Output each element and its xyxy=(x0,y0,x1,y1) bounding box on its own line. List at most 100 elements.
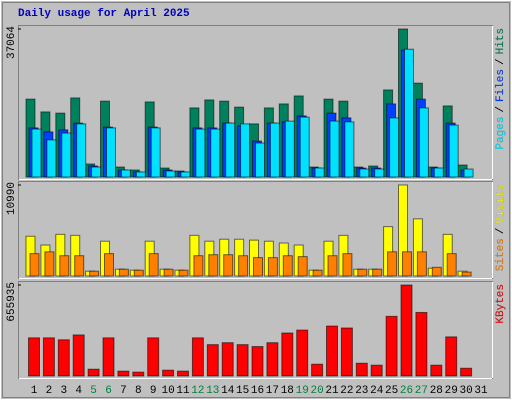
bar xyxy=(221,342,234,377)
bar xyxy=(463,168,474,178)
bar xyxy=(255,142,265,178)
bar xyxy=(370,364,383,377)
bar xyxy=(28,337,40,377)
bar xyxy=(120,169,131,178)
bar xyxy=(251,346,264,377)
bar xyxy=(387,251,398,277)
bar xyxy=(29,253,40,277)
bar xyxy=(44,251,55,277)
bar xyxy=(253,257,263,277)
x-tick-label: 5 xyxy=(90,385,97,397)
legend-separator: / xyxy=(495,58,507,65)
bar xyxy=(418,107,429,178)
bar xyxy=(372,268,383,277)
x-tick-label: 12 xyxy=(191,385,204,397)
legend-entry: Hits xyxy=(495,28,507,54)
bar xyxy=(31,128,42,178)
x-tick-label: 13 xyxy=(206,385,219,397)
bar xyxy=(223,254,234,277)
bar xyxy=(87,368,100,377)
x-tick-label: 23 xyxy=(355,385,368,397)
bar xyxy=(314,167,325,178)
x-tick-label: 17 xyxy=(266,385,279,397)
bar xyxy=(150,127,161,178)
bar xyxy=(238,255,249,277)
bar xyxy=(208,254,219,277)
chart-title: Daily usage for April 2025 xyxy=(18,8,190,20)
x-tick-label: 20 xyxy=(310,385,323,397)
bar xyxy=(416,251,427,277)
bar xyxy=(178,269,189,277)
bar xyxy=(445,336,458,377)
bar xyxy=(106,127,116,178)
x-tick-label: 25 xyxy=(385,385,398,397)
bar xyxy=(415,311,428,377)
x-tick-label: 22 xyxy=(340,385,353,397)
bar xyxy=(236,344,249,377)
legend-entry: Visits xyxy=(495,184,507,224)
x-tick-label: 21 xyxy=(325,385,339,397)
bar xyxy=(42,337,55,377)
bar xyxy=(206,344,219,377)
y-tick-label: 37064 xyxy=(6,26,18,59)
legend-entry: KBytes xyxy=(495,284,507,324)
legend-separator: / xyxy=(495,228,507,235)
bar xyxy=(281,332,294,377)
x-tick-label: 10 xyxy=(161,385,174,397)
bar xyxy=(299,116,310,178)
x-tick-label: 24 xyxy=(370,385,384,397)
bar xyxy=(89,270,100,277)
bar xyxy=(385,315,398,377)
bar xyxy=(357,268,368,277)
legend-entry: Pages xyxy=(495,117,507,150)
x-tick-label: 31 xyxy=(474,385,488,397)
bar xyxy=(193,255,204,277)
bar xyxy=(327,255,338,277)
bar xyxy=(326,325,338,377)
bar xyxy=(282,255,293,277)
legend: KBytes xyxy=(495,284,507,324)
bar xyxy=(135,171,146,178)
bar xyxy=(102,337,115,377)
bar xyxy=(269,122,280,178)
bar xyxy=(133,269,144,277)
bar xyxy=(296,329,309,377)
bar xyxy=(148,253,159,277)
bar xyxy=(91,166,102,178)
bar xyxy=(57,339,70,377)
bar xyxy=(312,269,323,277)
bar xyxy=(180,171,191,178)
x-tick-label: 8 xyxy=(135,385,142,397)
bar xyxy=(389,117,400,178)
x-tick-label: 18 xyxy=(281,385,294,397)
x-tick-label: 27 xyxy=(415,385,428,397)
bar xyxy=(448,124,459,178)
bar xyxy=(355,362,368,377)
x-tick-label: 11 xyxy=(176,385,190,397)
bar xyxy=(342,253,353,277)
legend-entry: Files xyxy=(495,69,507,102)
legend-separator: / xyxy=(495,106,507,113)
bar xyxy=(76,123,87,178)
bar xyxy=(162,369,175,377)
y-tick-label: 10990 xyxy=(6,182,18,215)
bar xyxy=(210,128,221,178)
bar xyxy=(74,255,85,277)
bar xyxy=(266,342,279,377)
bar xyxy=(191,337,204,377)
y-tick-label: 655935 xyxy=(6,282,18,322)
x-tick-label: 15 xyxy=(236,385,249,397)
bar xyxy=(461,271,472,277)
bar xyxy=(147,337,160,377)
x-tick-label: 9 xyxy=(150,385,157,397)
x-tick-label: 26 xyxy=(400,385,413,397)
bar xyxy=(195,128,206,178)
bar xyxy=(433,167,444,178)
legend-entry: Sites xyxy=(495,238,507,271)
bar xyxy=(177,370,189,377)
bar xyxy=(311,363,324,377)
x-tick-label: 2 xyxy=(46,385,53,397)
